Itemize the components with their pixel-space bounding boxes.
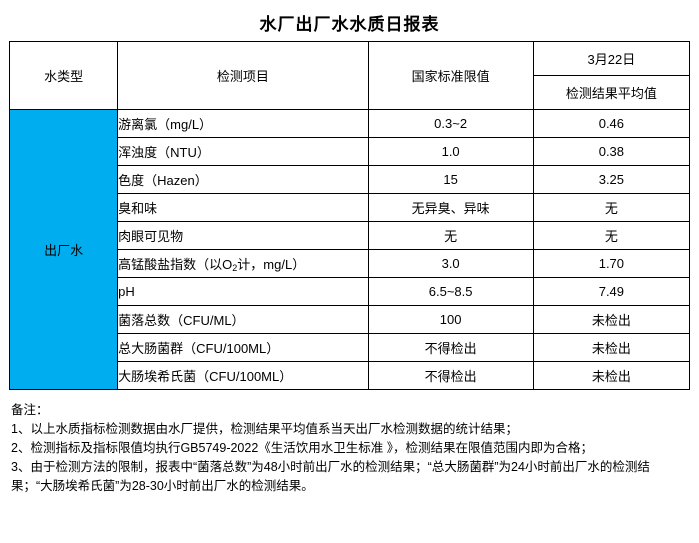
item-name: 肉眼可见物 xyxy=(117,221,369,250)
item-name: 菌落总数（CFU/ML） xyxy=(117,305,369,334)
table-row: 色度（Hazen） 15 3.25 xyxy=(10,165,691,194)
item-name: 浑浊度（NTU） xyxy=(117,137,369,166)
result-value: 3.25 xyxy=(532,165,691,194)
result-value: 无 xyxy=(532,221,691,250)
standard-value: 15 xyxy=(367,165,534,194)
page-title: 水厂出厂水水质日报表 xyxy=(259,15,440,34)
header-water-type: 水类型 xyxy=(8,41,119,110)
table-row: 大肠埃希氏菌（CFU/100ML） 不得检出 未检出 xyxy=(10,361,691,390)
standard-value: 1.0 xyxy=(367,137,534,166)
header-date: 3月22日 xyxy=(532,41,691,76)
note-line-1: 1、以上水质指标检测数据由水厂提供，检测结果平均值系当天出厂水检测数据的统计结果… xyxy=(11,422,518,436)
item-name: 臭和味 xyxy=(117,193,369,222)
result-value: 未检出 xyxy=(532,361,691,390)
standard-value: 无 xyxy=(367,221,534,250)
standard-value: 100 xyxy=(367,305,534,334)
standard-value: 6.5~8.5 xyxy=(367,277,534,306)
standard-value: 不得检出 xyxy=(367,361,534,390)
table-row: pH 6.5~8.5 7.49 xyxy=(10,277,691,306)
item-name: 总大肠菌群（CFU/100ML） xyxy=(117,333,369,362)
item-name: 游离氯（mg/L） xyxy=(117,109,369,138)
result-value: 无 xyxy=(532,193,691,222)
notes-label: 备注： xyxy=(11,403,49,417)
header-standard: 国家标准限值 xyxy=(367,41,534,110)
notes-section: 备注： 1、以上水质指标检测数据由水厂提供，检测结果平均值系当天出厂水检测数据的… xyxy=(9,401,690,496)
result-value: 未检出 xyxy=(532,305,691,334)
result-value: 7.49 xyxy=(532,277,691,306)
standard-value: 0.3~2 xyxy=(367,109,534,138)
item-name: 大肠埃希氏菌（CFU/100ML） xyxy=(117,361,369,390)
item-name: 色度（Hazen） xyxy=(117,165,369,194)
result-value: 1.70 xyxy=(532,249,691,278)
header-item: 检测项目 xyxy=(117,41,369,110)
table-header-subrow: 检测结果平均值 xyxy=(10,75,691,110)
item-name: 高锰酸盐指数（以O2计，mg/L） xyxy=(117,249,369,278)
table-row: 臭和味 无异臭、异味无 xyxy=(10,193,691,222)
table-row: 菌落总数（CFU/ML） 100 未检出 xyxy=(10,305,691,334)
table-header-row: 水类型 检测项目 国家标准限值 3月22日 xyxy=(8,41,691,110)
result-value: 0.46 xyxy=(532,109,691,138)
table-row: 出厂水 游离氯（mg/L） 0.3~2 0.46 xyxy=(8,109,691,390)
result-value: 0.38 xyxy=(532,137,691,166)
note-line-3: 3、由于检测方法的限制，报表中“菌落总数”为48小时前出厂水的检测结果；“总大肠… xyxy=(11,460,650,493)
table-row: 浑浊度（NTU） 1.0 0.38 xyxy=(10,137,691,166)
standard-value: 3.0 xyxy=(367,249,534,278)
water-type-cell: 出厂水 xyxy=(8,109,119,390)
standard-value: 不得检出 xyxy=(367,333,534,362)
header-result: 检测结果平均值 xyxy=(532,75,691,110)
table-row: 肉眼可见物无无 xyxy=(10,221,691,250)
result-value: 未检出 xyxy=(532,333,691,362)
standard-value: 无异臭、异味 xyxy=(367,193,534,222)
water-quality-table: 水类型 检测项目 国家标准限值 3月22日 检测结果平均值 出厂水 游离氯（mg/… xyxy=(8,41,691,390)
table-row: 高锰酸盐指数（以O2计，mg/L） 3.0 1.70 xyxy=(10,249,691,278)
note-line-2: 2、检测指标及指标限值均执行GB5749-2022《生活饮用水卫生标准 》，检测… xyxy=(11,441,594,455)
item-name: pH xyxy=(117,277,369,306)
